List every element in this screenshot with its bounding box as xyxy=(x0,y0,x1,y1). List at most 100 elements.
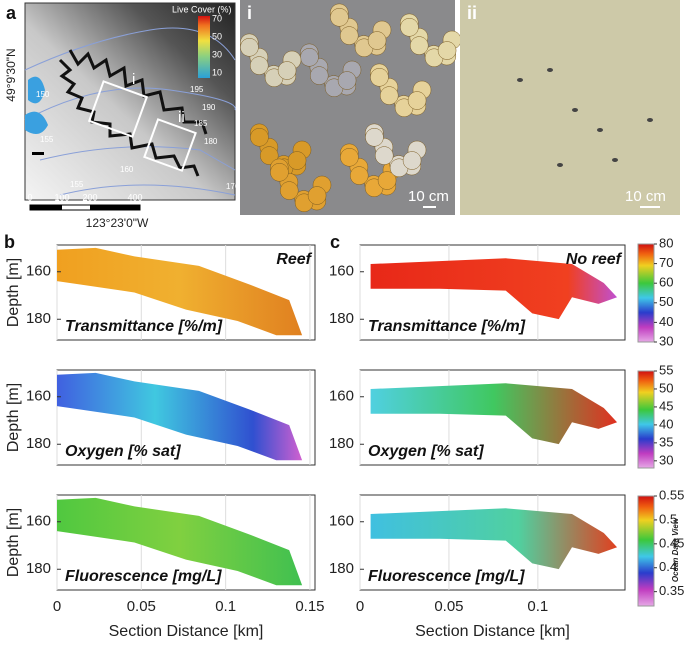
dark-spot xyxy=(572,108,578,112)
photo-ii xyxy=(460,0,680,215)
coral-polyp xyxy=(409,36,429,55)
scale-label: 400 xyxy=(127,192,142,202)
coral-polyp xyxy=(337,71,357,90)
variable-label: Transmittance [%/m] xyxy=(65,318,223,335)
scale-bar xyxy=(30,205,62,210)
colorbar-tick-label: 70 xyxy=(659,255,673,270)
y-tick-label: 160 xyxy=(329,263,354,280)
y-axis-label: Depth [m] xyxy=(5,508,22,577)
coral-polyp xyxy=(249,56,269,75)
section-field xyxy=(57,497,303,586)
section-title: No reef xyxy=(566,251,623,268)
section-field xyxy=(57,247,303,336)
survey-track xyxy=(58,49,208,177)
y-tick-label: 180 xyxy=(329,560,354,577)
coral-polyp xyxy=(339,26,359,45)
legend-tick: 10 xyxy=(212,67,222,77)
coral-colonies xyxy=(240,3,462,213)
contour-label: 195 xyxy=(190,85,204,94)
coral-polyp xyxy=(367,31,387,50)
y-tick-label: 180 xyxy=(329,310,354,327)
coral-polyp xyxy=(250,128,269,147)
inset-box xyxy=(87,80,149,138)
x-tick-label: 0 xyxy=(53,598,61,615)
colorbar-tick-label: 30 xyxy=(659,452,673,467)
colorbar-tick-label: 80 xyxy=(659,235,673,250)
y-tick-label: 160 xyxy=(26,263,51,280)
colorbar-tick-label: 30 xyxy=(659,333,673,348)
colorbar-tick-label: 0.55 xyxy=(659,487,684,502)
y-tick-label: 160 xyxy=(329,388,354,405)
colorbar-tick-label: 50 xyxy=(659,294,673,309)
legend-tick: 30 xyxy=(212,49,222,59)
legend-title: Live Cover (%) xyxy=(172,4,232,14)
contour-label: 180 xyxy=(204,137,218,146)
latitude-label: 49°9'30"N xyxy=(4,48,18,101)
y-tick-label: 180 xyxy=(26,560,51,577)
x-tick-label: 0.05 xyxy=(127,598,156,615)
dark-spot xyxy=(557,163,563,167)
x-tick-label: 0.1 xyxy=(527,598,548,615)
colorbar-tick-label: 45 xyxy=(659,398,673,413)
contour-lines xyxy=(24,27,236,196)
contour-label: 160 xyxy=(120,165,134,174)
scale-label: 100 xyxy=(54,192,69,202)
colorbar-tick-label: 60 xyxy=(659,275,673,290)
section-title: Reef xyxy=(276,251,312,268)
panel-label: c xyxy=(330,232,340,252)
x-tick-label: 0.1 xyxy=(215,598,236,615)
coral-polyp xyxy=(349,166,369,185)
coral-polyp xyxy=(437,41,457,60)
coral-polyp xyxy=(340,148,359,167)
y-tick-label: 180 xyxy=(26,435,51,452)
y-tick-label: 160 xyxy=(26,513,51,530)
section-field xyxy=(370,383,618,445)
photo-scale-label: 10 cm xyxy=(625,188,666,205)
live-cover-colorbar xyxy=(198,16,210,78)
longitude-label: 123°23'0"W xyxy=(86,216,149,230)
x-tick-label: 0 xyxy=(356,598,364,615)
y-tick-label: 160 xyxy=(329,513,354,530)
section-field xyxy=(370,508,618,570)
coral-polyp xyxy=(402,151,422,170)
scale-label: 200 xyxy=(82,192,97,202)
legend-tick: 70 xyxy=(212,13,222,23)
coral-polyp xyxy=(330,8,349,27)
y-tick-label: 160 xyxy=(26,388,51,405)
coral-polyp xyxy=(400,18,419,37)
contour-label: 185 xyxy=(194,119,208,128)
colorbar-tick-label: 40 xyxy=(659,314,673,329)
contour-label: 155 xyxy=(70,180,84,189)
photo-label: ii xyxy=(467,3,477,23)
coral-polyp xyxy=(379,86,399,105)
colorbar-tick-label: 35 xyxy=(659,434,673,449)
x-tick-label: 0.15 xyxy=(295,598,324,615)
coral-polyp xyxy=(287,151,307,170)
colorbar-tick-label: 40 xyxy=(659,416,673,431)
scale-label: m xyxy=(140,198,148,208)
dark-spot xyxy=(517,78,523,82)
section-field xyxy=(370,258,618,320)
dark-spot xyxy=(612,158,618,162)
inset-label: i xyxy=(132,71,135,88)
panel-label: b xyxy=(4,232,15,252)
photo-scale-label: 10 cm xyxy=(408,188,449,205)
dark-spot xyxy=(547,68,553,72)
contour-label: 190 xyxy=(202,103,216,112)
panel-label: a xyxy=(6,3,17,23)
shallow-area xyxy=(25,76,48,134)
coral-polyp xyxy=(377,171,397,190)
colorbar xyxy=(637,243,655,343)
colorbar-tick-label: 50 xyxy=(659,380,673,395)
variable-label: Oxygen [% sat] xyxy=(65,443,181,460)
y-axis-label: Depth [m] xyxy=(5,383,22,452)
contour-label: 170 xyxy=(226,182,240,191)
scale-bar xyxy=(90,205,140,210)
y-axis-label: Depth [m] xyxy=(5,258,22,327)
coral-polyp xyxy=(270,163,289,182)
coral-polyp xyxy=(365,128,384,147)
legend-tick: 50 xyxy=(212,31,222,41)
x-tick-label: 0.05 xyxy=(434,598,463,615)
contour-label: 155 xyxy=(40,135,54,144)
coral-polyp xyxy=(370,68,389,87)
